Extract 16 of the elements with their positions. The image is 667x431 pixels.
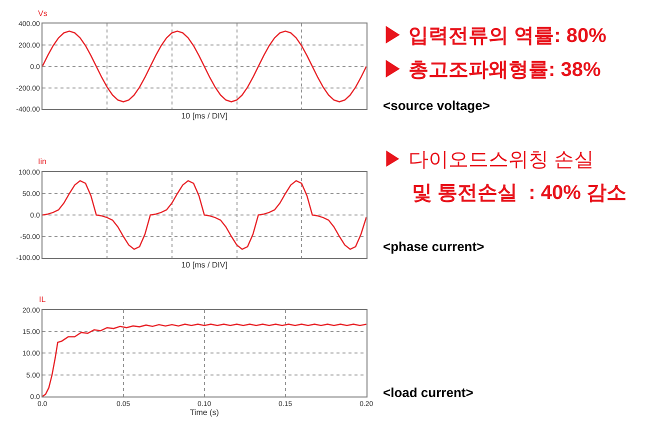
- x-axis-title: Time (s): [190, 408, 220, 418]
- x-axis-title: 10 [ms / DIV]: [181, 260, 228, 270]
- y-axis-title: Iin: [38, 157, 46, 166]
- text: <source voltage>: [383, 98, 490, 113]
- text: ▶ 다이오드스위칭 손실: [383, 149, 594, 171]
- line-series: [42, 30, 366, 102]
- text: ▶ 입력전류의 역률: 80%: [383, 25, 607, 47]
- line-series: [42, 180, 366, 250]
- text: <load current>: [383, 385, 474, 400]
- text: ▶ 총고조파왜형률: 38%: [383, 59, 602, 81]
- y-axis-title: IL: [39, 295, 46, 304]
- text: 및 통전손실 : 40% 감소: [412, 182, 626, 204]
- line-series: [42, 324, 366, 397]
- text: <phase current>: [383, 239, 485, 254]
- y-axis-title: Vs: [38, 9, 48, 18]
- x-axis-title: 10 [ms / DIV]: [181, 112, 228, 121]
